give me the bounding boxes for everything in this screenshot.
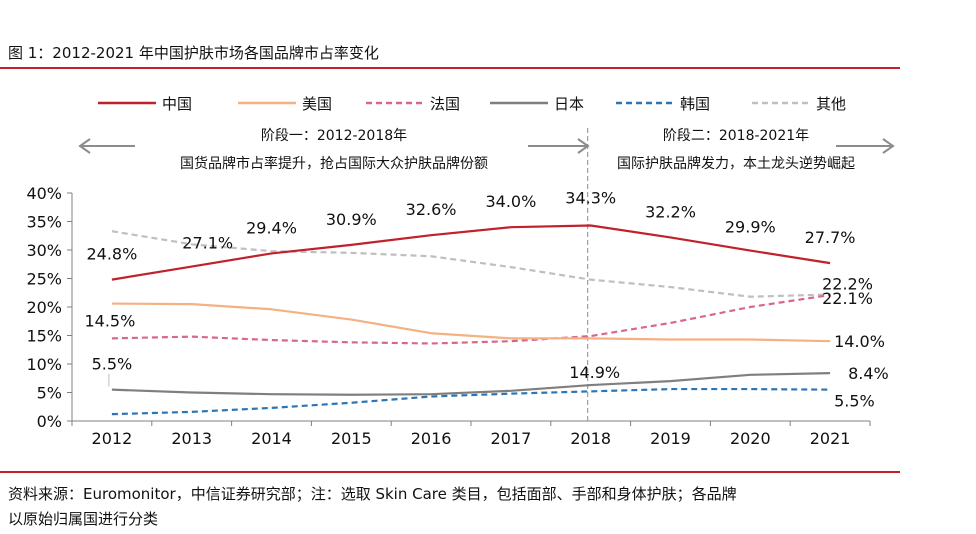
x-tick-label-5: 2017 xyxy=(491,429,532,448)
share-line-chart: 中国 美国 法国 日本 韩国 其他阶段一：2012-2018年国货品牌市占率提升，抢占国际… xyxy=(0,0,976,534)
legend-label-0: 中国 xyxy=(162,95,192,113)
y-tick-label-7: 35% xyxy=(26,213,62,232)
series-line-1 xyxy=(112,304,830,342)
x-tick-label-4: 2016 xyxy=(411,429,452,448)
legend-label-4: 韩国 xyxy=(680,95,710,113)
y-tick-label-2: 10% xyxy=(26,355,62,374)
data-label-2: 29.4% xyxy=(246,218,297,237)
data-label-1: 27.1% xyxy=(182,234,233,253)
source-line-2: 以原始归属国进行分类 xyxy=(8,507,908,532)
data-label-11: 14.9% xyxy=(569,363,620,382)
x-tick-label-1: 2013 xyxy=(171,429,212,448)
y-tick-label-5: 25% xyxy=(26,270,62,289)
source-line-1: 资料来源：Euromonitor，中信证券研究部；注：选取 Skin Care … xyxy=(8,482,908,507)
data-label-5: 34.0% xyxy=(485,192,536,211)
y-tick-label-1: 5% xyxy=(37,384,62,403)
phase2-title: 阶段二：2018-2021年 xyxy=(663,128,809,144)
legend-label-3: 日本 xyxy=(554,95,584,113)
x-tick-label-9: 2021 xyxy=(810,429,851,448)
legend-label-2: 法国 xyxy=(430,95,460,113)
x-tick-label-0: 2012 xyxy=(92,429,133,448)
data-label-16: 8.4% xyxy=(848,364,889,383)
series-line-3 xyxy=(112,373,830,395)
y-tick-label-8: 40% xyxy=(26,184,62,203)
phase1-title: 阶段一：2012-2018年 xyxy=(261,128,407,144)
data-label-9: 27.7% xyxy=(805,228,856,247)
y-tick-label-0: 0% xyxy=(37,412,62,431)
data-label-8: 29.9% xyxy=(725,218,776,237)
y-tick-label-4: 20% xyxy=(26,298,62,317)
data-label-4: 32.6% xyxy=(406,200,457,219)
x-tick-label-8: 2020 xyxy=(730,429,771,448)
y-tick-label-3: 15% xyxy=(26,327,62,346)
data-label-10: 14.5% xyxy=(84,311,135,330)
x-tick-label-3: 2015 xyxy=(331,429,372,448)
source-rule xyxy=(0,471,900,473)
y-tick-label-6: 30% xyxy=(26,241,62,260)
data-label-3: 30.9% xyxy=(326,210,377,229)
legend-label-1: 美国 xyxy=(302,95,332,113)
legend-label-5: 其他 xyxy=(816,95,846,113)
data-label-12: 5.5% xyxy=(92,355,133,374)
data-label-17: 5.5% xyxy=(834,392,875,411)
x-tick-label-6: 2018 xyxy=(570,429,611,448)
source-note: 资料来源：Euromonitor，中信证券研究部；注：选取 Skin Care … xyxy=(8,482,908,532)
data-label-7: 32.2% xyxy=(645,202,696,221)
phase1-description: 国货品牌市占率提升，抢占国际大众护肤品牌份额 xyxy=(180,155,488,172)
data-label-15: 14.0% xyxy=(834,332,885,351)
phase2-description: 国际护肤品牌发力，本土龙头逆势崛起 xyxy=(617,155,855,172)
x-tick-label-7: 2019 xyxy=(650,429,691,448)
x-tick-label-2: 2014 xyxy=(251,429,292,448)
data-label-14: 22.1% xyxy=(822,289,873,308)
data-label-6: 34.3% xyxy=(565,188,616,207)
data-label-0: 24.8% xyxy=(86,245,137,264)
